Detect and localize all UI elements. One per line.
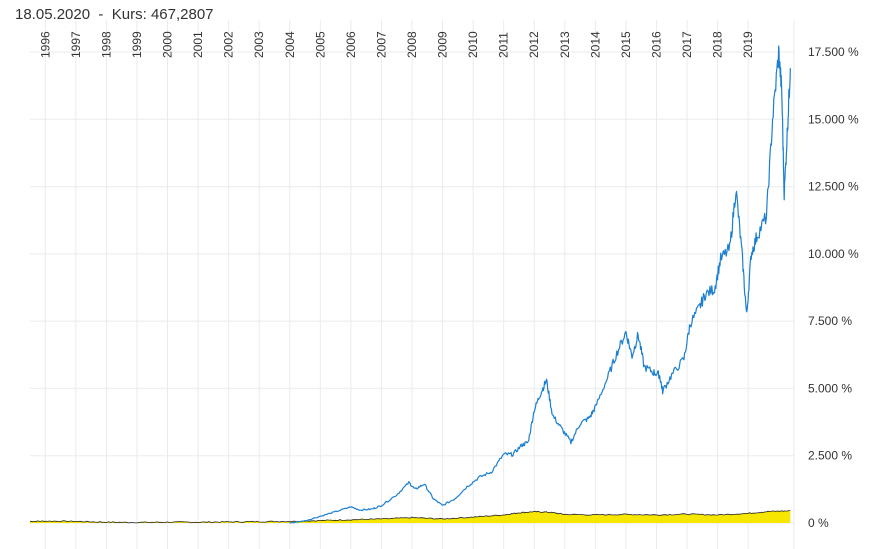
x-axis: 1996 1997 1998 1999 2000 2001 2002 2003 2004 2005… (38, 31, 755, 58)
price-line (289, 45, 791, 524)
x-tick-label: 2019 (741, 31, 755, 58)
price-label: Kurs: (111, 6, 147, 23)
x-tick-label: 2005 (313, 31, 327, 58)
x-tick-label: 2009 (436, 31, 450, 58)
y-tick-label: 7.500 % (808, 314, 852, 328)
y-tick-label: 2.500 % (808, 449, 852, 463)
x-tick-label: 1999 (130, 31, 144, 58)
price-line-layer (289, 45, 791, 524)
price-value: 467,2807 (150, 6, 214, 23)
chart-grid (30, 20, 795, 549)
x-tick-label: 2012 (527, 31, 541, 58)
x-tick-label: 2006 (344, 31, 358, 58)
x-tick-label: 2014 (588, 31, 602, 58)
x-tick-label: 2017 (680, 31, 694, 58)
x-tick-label: 1996 (38, 31, 52, 58)
y-axis: 0 % 2.500 % 5.000 % 7.500 % 10.000 % 12.500 %… (808, 45, 859, 530)
x-tick-label: 2002 (222, 31, 236, 58)
x-tick-label: 2004 (283, 31, 297, 58)
volume-area (30, 510, 791, 523)
x-tick-label: 2015 (619, 31, 633, 58)
x-tick-label: 2018 (711, 31, 725, 58)
x-tick-label: 2016 (649, 31, 663, 58)
chart-header: 18.05.2020 - Kurs: 467,2807 (15, 6, 214, 23)
y-tick-label: 0 % (808, 516, 829, 530)
quote-date: 18.05.2020 (15, 6, 91, 23)
x-tick-label: 1997 (69, 31, 83, 58)
volume-area-edge (29, 510, 791, 524)
x-tick-label: 2007 (374, 31, 388, 58)
y-tick-label: 12.500 % (808, 180, 859, 194)
x-tick-label: 2011 (497, 32, 511, 58)
y-tick-label: 15.000 % (808, 112, 859, 126)
x-tick-label: 2003 (252, 31, 266, 58)
volume-area-layer (29, 510, 791, 524)
y-tick-label: 17.500 % (808, 45, 859, 59)
x-tick-label: 1998 (99, 31, 113, 58)
x-tick-label: 2010 (466, 31, 480, 58)
x-tick-label: 2008 (405, 31, 419, 58)
y-tick-label: 10.000 % (808, 247, 859, 261)
x-tick-label: 2000 (161, 31, 175, 58)
y-tick-label: 5.000 % (808, 381, 852, 395)
header-separator: - (98, 6, 104, 23)
x-tick-label: 2013 (558, 31, 572, 58)
x-tick-label: 2001 (191, 31, 205, 58)
